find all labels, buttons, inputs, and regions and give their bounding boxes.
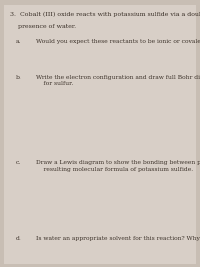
FancyBboxPatch shape	[4, 5, 196, 264]
Text: 3.  Cobalt (III) oxide reacts with potassium sulfide via a double replacement re: 3. Cobalt (III) oxide reacts with potass…	[10, 12, 200, 17]
Text: c.: c.	[16, 160, 21, 165]
Text: presence of water.: presence of water.	[10, 24, 76, 29]
Text: a.: a.	[16, 39, 21, 44]
Text: Write the electron configuration and draw full Bohr diagrams and Lewis structure: Write the electron configuration and dra…	[36, 75, 200, 86]
Text: Would you expect these reactants to be ionic or covalent? Why?: Would you expect these reactants to be i…	[36, 39, 200, 44]
Text: b.: b.	[16, 75, 22, 80]
Text: Draw a Lewis diagram to show the bonding between potassium and sulfur and the
  : Draw a Lewis diagram to show the bonding…	[36, 160, 200, 172]
Text: d.: d.	[16, 236, 22, 241]
Text: Is water an appropriate solvent for this reaction? Why or why not?: Is water an appropriate solvent for this…	[36, 236, 200, 241]
